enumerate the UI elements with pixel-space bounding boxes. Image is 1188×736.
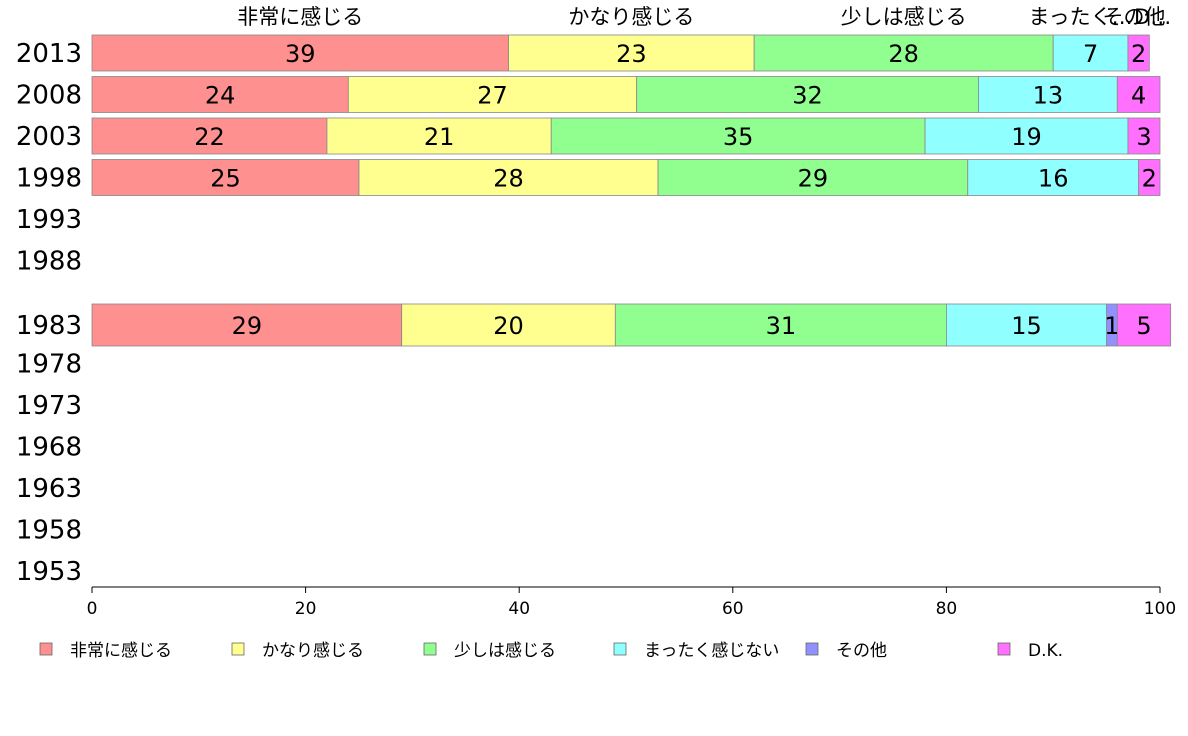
bar-segment xyxy=(91,76,349,113)
legend-swatch xyxy=(231,642,245,656)
bar-segment xyxy=(924,117,1129,155)
bar-value-label: 23 xyxy=(616,40,647,68)
legend-label: 非常に感じる xyxy=(70,641,172,661)
bar-value-label: 22 xyxy=(194,123,225,151)
y-tick-label: 1998 xyxy=(16,164,82,194)
bar-value-label: 4 xyxy=(1131,82,1146,110)
legend-label: 少しは感じる xyxy=(454,641,556,661)
bar-segment xyxy=(1138,159,1161,196)
bar-value-label: 31 xyxy=(766,312,797,340)
bar-segment xyxy=(358,159,659,196)
bar-value-label: 21 xyxy=(424,123,455,151)
bar-value-label: 35 xyxy=(723,123,754,151)
bar-segment xyxy=(91,159,360,196)
bar-segment xyxy=(326,117,552,155)
y-tick-label: 1993 xyxy=(16,205,82,235)
bar-segment xyxy=(614,303,947,347)
bar-value-label: 1 xyxy=(1104,312,1119,340)
y-axis: 2013 2008 2003 1998 1993 1988 1983 1978 1973 1968… xyxy=(16,39,82,587)
bar-value-label: 28 xyxy=(493,165,524,193)
bar-segment xyxy=(1116,76,1161,113)
top-labels-group: 非常に感じる かなり感じる 少しは感じる まったく…その他D… xyxy=(237,5,1171,29)
bar-value-label: 19 xyxy=(1011,123,1042,151)
y-tick-label: 1983 xyxy=(16,311,82,341)
top-series-label: 非常に感じる xyxy=(237,5,363,29)
bar-segment xyxy=(978,76,1118,113)
legend: 非常に感じる かなり感じる 少しは感じる まったく感じない その他 D.K. xyxy=(39,641,1063,661)
bar-segment xyxy=(91,34,509,72)
bar-value-label: 20 xyxy=(493,312,524,340)
bar-value-label: 25 xyxy=(210,165,241,193)
legend-label: D.K. xyxy=(1028,641,1063,661)
bar-value-label: 2 xyxy=(1142,165,1157,193)
bar-value-label: 28 xyxy=(888,40,919,68)
y-tick-label: 2008 xyxy=(16,81,82,111)
bar-value-label: 7 xyxy=(1083,40,1098,68)
top-series-label: D… xyxy=(1134,5,1171,29)
y-tick-label: 1973 xyxy=(16,391,82,421)
top-series-label: その他 xyxy=(1102,5,1165,29)
x-tick-label: 80 xyxy=(936,599,958,619)
y-tick-label: 1958 xyxy=(16,516,82,546)
bar-value-label: 29 xyxy=(798,165,829,193)
bar-value-label: 32 xyxy=(792,82,823,110)
x-tick-label: 0 xyxy=(87,599,98,619)
legend-swatch xyxy=(423,642,437,656)
y-tick-label: 2013 xyxy=(16,39,82,69)
bar-segment xyxy=(967,159,1140,196)
bar-value-label: 5 xyxy=(1136,312,1151,340)
bar-value-label: 15 xyxy=(1011,312,1042,340)
x-tick-label: 60 xyxy=(722,599,744,619)
legend-label: かなり感じる xyxy=(262,641,364,661)
x-tick-label: 40 xyxy=(508,599,530,619)
top-series-label: まったく… xyxy=(1028,5,1132,29)
top-series-label: 少しは感じる xyxy=(841,5,967,29)
bar-value-label: 13 xyxy=(1033,82,1064,110)
bar-segment xyxy=(657,159,969,196)
y-tick-label: 1963 xyxy=(16,474,82,504)
bar-segment xyxy=(550,117,926,155)
bar-value-label: 39 xyxy=(285,40,316,68)
legend-label: その他 xyxy=(836,641,887,661)
y-tick-label: 1978 xyxy=(16,350,82,380)
legend-swatch xyxy=(997,642,1011,656)
x-axis: 0 20 40 60 80 100 xyxy=(87,586,1176,619)
top-series-label: かなり感じる xyxy=(568,5,694,29)
bar-segment xyxy=(347,76,638,113)
legend-swatch xyxy=(39,642,53,656)
bar-value-label: 2 xyxy=(1131,40,1146,68)
bar-segment xyxy=(1127,34,1150,72)
legend-label: まったく感じない xyxy=(644,641,779,661)
bar-segment xyxy=(1116,303,1172,347)
x-tick-label: 20 xyxy=(295,599,317,619)
bar-value-label: 3 xyxy=(1136,123,1151,151)
bar-value-label: 24 xyxy=(205,82,236,110)
bar-segment xyxy=(636,76,979,113)
y-tick-label: 2003 xyxy=(16,122,82,152)
legend-swatch xyxy=(805,642,819,656)
bar-value-label: 16 xyxy=(1038,165,1069,193)
bar-segment xyxy=(1127,117,1161,155)
bar-segment xyxy=(508,34,755,72)
y-tick-label: 1953 xyxy=(16,557,82,587)
bar-value-label: 29 xyxy=(232,312,263,340)
legend-swatch xyxy=(613,642,627,656)
y-tick-label: 1968 xyxy=(16,433,82,463)
y-tick-label: 1988 xyxy=(16,247,82,277)
bar-value-label: 27 xyxy=(477,82,508,110)
x-tick-label: 100 xyxy=(1144,599,1176,619)
bar-segment xyxy=(91,117,328,155)
bars-group: 39 23 28 7 2 24 27 32 13 4 22 21 35 19 3 25 28 29 16 2 29 20 3… xyxy=(91,34,1172,347)
bar-segment xyxy=(753,34,1054,72)
